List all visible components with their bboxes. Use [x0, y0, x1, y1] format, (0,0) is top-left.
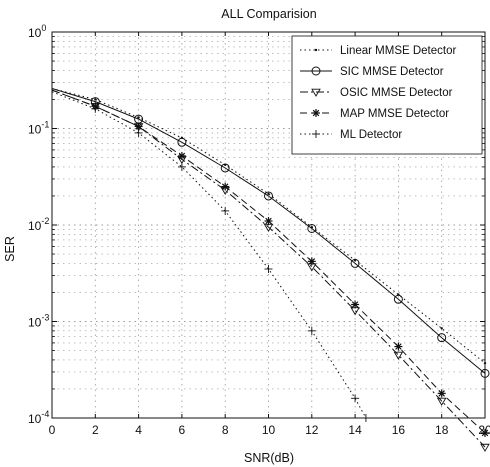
legend-label: Linear MMSE Detector [340, 45, 456, 57]
star-stroke [438, 390, 445, 397]
data-point [264, 191, 273, 201]
star-stroke [178, 152, 186, 160]
data-point [264, 217, 273, 226]
data-point [264, 264, 273, 273]
legend-marker [311, 88, 321, 97]
legend-label: OSIC MMSE Detector [340, 87, 453, 99]
data-point [267, 192, 270, 196]
axes: 0 2 4 6 8 10 12 14 16 18 20 100 10-1 10-2 10-3 10-4 [28, 23, 490, 437]
x-tick-label: 6 [179, 423, 186, 437]
legend: Linear MMSE Detector SIC MMSE Detector OSI… [291, 35, 483, 155]
x-tick-label: 16 [392, 423, 406, 437]
data-point [221, 182, 230, 191]
data-point [440, 327, 443, 330]
legend-label: ML Detector [340, 129, 402, 141]
data-point [177, 137, 187, 147]
x-tick-label: 0 [49, 423, 56, 437]
star-stroke [221, 183, 229, 190]
y-axis-title: SER [3, 236, 17, 262]
legend-item: Linear MMSE Detector [300, 45, 456, 57]
x-tick-label: 2 [92, 423, 99, 437]
chart-title: ALL Comparision [221, 7, 316, 21]
series-3 [51, 89, 489, 437]
data-point [351, 394, 360, 403]
data-point [480, 443, 490, 452]
grid [52, 32, 485, 418]
series-line [51, 88, 486, 374]
x-tick-label: 4 [135, 423, 142, 437]
legend-item: ML Detector [300, 129, 402, 141]
star-stroke [481, 429, 489, 437]
x-axis-title: SNR(dB) [244, 451, 294, 465]
legend-item: OSIC MMSE Detector [300, 87, 453, 99]
y-tick-label: 100 [28, 23, 46, 40]
star-stroke [351, 301, 359, 308]
data-point [350, 258, 360, 268]
data-point [481, 428, 489, 437]
series-line [51, 89, 486, 448]
x-tick-label: 18 [435, 423, 449, 437]
legend-label: MAP MMSE Detector [340, 108, 449, 120]
data-point [94, 98, 97, 101]
data-point [437, 333, 447, 343]
star-stroke [312, 109, 320, 117]
series-layer [51, 88, 490, 452]
legend-marker [312, 130, 320, 138]
x-tick-label: 8 [222, 423, 229, 437]
star-stroke [135, 123, 142, 130]
data-point [436, 397, 447, 406]
y-tick-label: 10-4 [28, 409, 49, 426]
legend-label: SIC MMSE Detector [340, 66, 444, 78]
y-tick-label: 10-3 [28, 313, 49, 330]
series-0 [51, 88, 487, 365]
data-point [307, 257, 316, 266]
data-point [394, 342, 403, 351]
legend-marker [312, 109, 320, 117]
data-point [220, 163, 230, 173]
x-tick-label: 10 [262, 423, 276, 437]
x-tick-label: 20 [478, 423, 490, 437]
legend-item: MAP MMSE Detector [300, 108, 449, 120]
data-point [221, 206, 230, 215]
data-point [437, 389, 446, 398]
data-point [393, 351, 404, 360]
legend-marker [311, 66, 321, 76]
legend-marker [314, 48, 318, 52]
star-stroke [308, 258, 316, 265]
data-point [307, 223, 317, 233]
star-stroke [265, 217, 272, 225]
y-tick-label: 10-2 [28, 216, 49, 233]
data-point [177, 151, 186, 160]
y-tick-label: 10-1 [28, 120, 49, 137]
data-point [134, 128, 143, 137]
x-tick-label: 14 [348, 423, 362, 437]
star-stroke [395, 343, 402, 350]
data-point [91, 104, 100, 113]
legend-item: SIC MMSE Detector [300, 66, 444, 78]
series-4 [51, 91, 370, 422]
data-point [307, 326, 316, 335]
x-tick-label: 12 [305, 423, 319, 437]
data-point [137, 116, 140, 119]
data-point [393, 294, 403, 304]
data-point [351, 300, 360, 309]
data-point [177, 162, 186, 171]
